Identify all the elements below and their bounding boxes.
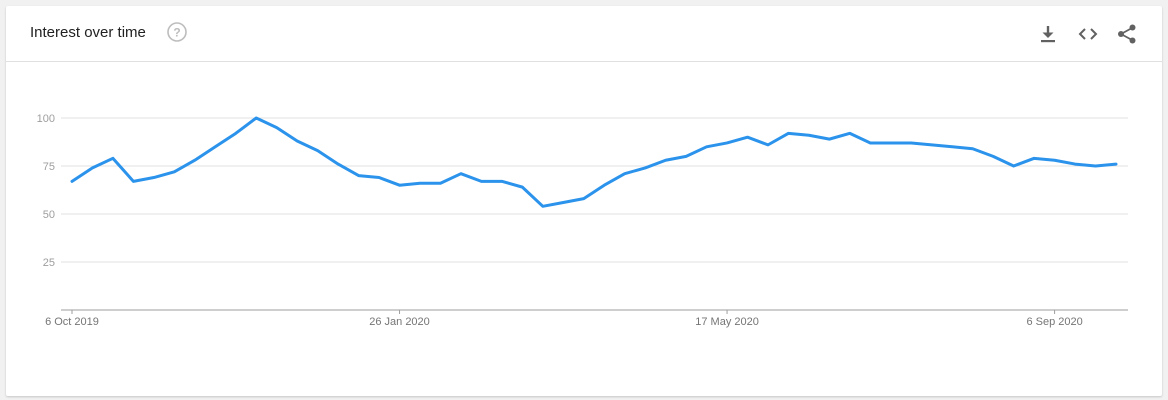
download-icon[interactable] (1036, 22, 1060, 46)
y-tick-label: 25 (43, 257, 55, 269)
series-line (70, 116, 1118, 208)
line-chart: 25 50 75 100 6 Oct 2019 26 Jan 2020 17 May 202… (37, 113, 1128, 328)
x-tick-label: 26 Jan 2020 (369, 316, 430, 328)
x-tick-label: 17 May 2020 (695, 316, 759, 328)
chart-title: Interest over time (30, 24, 146, 41)
interest-over-time-card: Interest over time ? 25 50 75 100 6 Oct 2019… (6, 6, 1162, 396)
svg-text:?: ? (173, 26, 180, 40)
share-icon[interactable] (1115, 22, 1139, 46)
y-tick-label: 75 (43, 161, 55, 173)
x-tick-label: 6 Oct 2019 (45, 316, 99, 328)
card-header: Interest over time ? (6, 6, 1162, 62)
y-tick-label: 50 (43, 209, 55, 221)
help-circle-icon[interactable]: ? (167, 22, 187, 42)
embed-code-icon[interactable] (1076, 22, 1100, 46)
x-tick-label: 6 Sep 2020 (1026, 316, 1082, 328)
y-tick-label: 100 (37, 113, 55, 125)
